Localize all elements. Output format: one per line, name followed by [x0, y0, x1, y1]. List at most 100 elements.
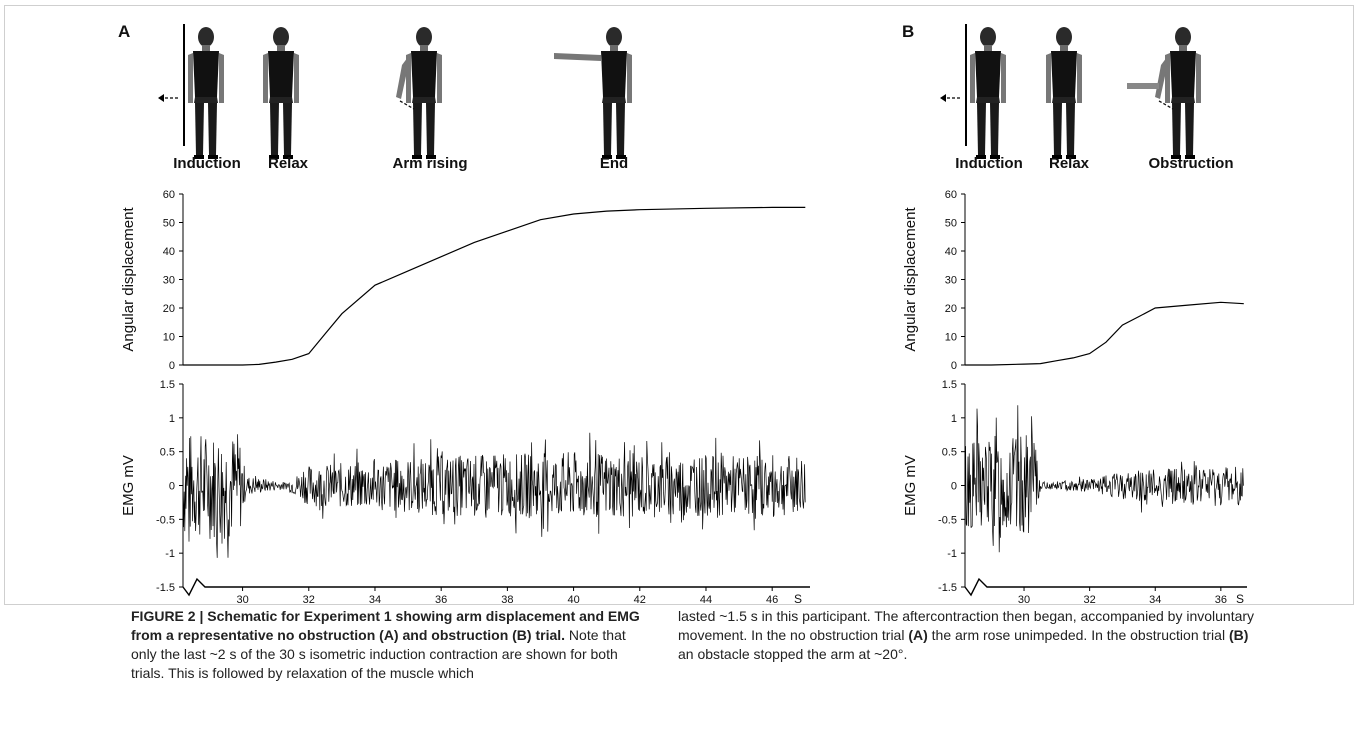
panel-b-x-tick-label-2: 34 — [1149, 594, 1161, 606]
panel-a-figure-4 — [554, 27, 632, 159]
panel-a-figure-2-left-arm — [263, 53, 268, 103]
panel-b-x-unit-label: S — [1236, 592, 1244, 606]
panel-a-x-tick-label-2: 34 — [369, 594, 381, 606]
panel-a-figure-3-motion-arrow — [399, 100, 415, 110]
panel-b-angle-trace — [965, 301, 1244, 366]
panel-b-figure-3 — [1155, 27, 1201, 159]
panel-a-emg-tick-label-6: 1.5 — [160, 379, 175, 391]
panel-a-x-tick-label-1: 32 — [303, 594, 315, 606]
panel-a-emg-tick-label-3: 0 — [169, 481, 175, 493]
panel-a-figure-3-lifting-arm — [396, 53, 411, 99]
panel-a-angle-tick-label-4: 40 — [163, 246, 175, 258]
panel-a-pull-arrowhead — [158, 94, 164, 102]
caption-text-right-2: the arm rose unimpeded. In the obstructi… — [927, 627, 1229, 643]
panel-b-angle-axis-label: Angular displacement — [902, 207, 919, 352]
panel-a-figure-1 — [188, 27, 224, 159]
panel-a-figure-1-body — [193, 27, 219, 159]
panel-b-angle-tick-label-3: 30 — [945, 275, 957, 287]
panel-b-figure-2 — [1046, 27, 1082, 159]
figure-caption-left: FIGURE 2 | Schematic for Experiment 1 sh… — [131, 607, 641, 683]
panel-a-figure-3-body — [411, 27, 437, 159]
panel-b-emg-tick-label-6: 1.5 — [942, 379, 957, 391]
panel-b-figure-1-left-arm — [970, 53, 975, 103]
panel-a-angle-axis-label: Angular displacement — [120, 207, 137, 352]
panel-a-angle-tick-label-3: 30 — [163, 275, 175, 287]
panel-a-figure-2 — [263, 27, 299, 159]
panel-b-figure-1 — [970, 27, 1006, 159]
panel-a-emg-axis-label: EMG mV — [120, 455, 137, 516]
panel-b-panel-letter: B — [902, 22, 914, 41]
panel-a-x-tick-label-5: 40 — [567, 594, 579, 606]
panel-b-angle-tick-label-5: 50 — [945, 218, 957, 230]
panel-b-figure-2-left-arm — [1046, 53, 1051, 103]
panel-b-figure-label-1: Induction — [955, 155, 1023, 172]
panel-b-emg-tick-label-0: -1.5 — [938, 582, 957, 594]
panel-a-figure-3-right-arm — [437, 53, 442, 103]
panel-b-angle-tick-label-1: 10 — [945, 332, 957, 344]
panel-b-emg-tick-label-3: 0 — [951, 481, 957, 493]
panel-b-x-tick-label-3: 36 — [1215, 594, 1227, 606]
panel-b-x-tick-label-1: 32 — [1084, 594, 1096, 606]
panel-a-emg-tick-label-2: -0.5 — [156, 514, 175, 526]
panel-b-emg-tick-label-2: -0.5 — [938, 514, 957, 526]
panel-a-figure-3 — [396, 27, 442, 159]
panel-b-figure-2-body — [1051, 27, 1077, 159]
panel-b-angle-tick-label-2: 20 — [945, 303, 957, 315]
caption-text-right-1: lasted ~1.5 s in this participant. The a… — [678, 608, 1255, 643]
panel-a-figure-label-3: Arm rising — [392, 155, 467, 172]
figure-caption-right: lasted ~1.5 s in this participant. The a… — [678, 607, 1258, 664]
panel-b-emg-axis-label: EMG mV — [902, 455, 919, 516]
panel-b-figure-label-3: Obstruction — [1149, 155, 1234, 172]
panel-b-angle-tick-label-0: 0 — [951, 360, 957, 372]
panel-a-figure-4-raised-arm — [554, 53, 601, 61]
panel-b-pull-arrowhead — [940, 94, 946, 102]
panel-b-emg-tick-label-1: -1 — [947, 548, 957, 560]
panel-a-figure-label-2: Relax — [268, 155, 309, 172]
panel-b-angle-tick-label-6: 60 — [945, 189, 957, 201]
panel-a-x-tick-label-4: 38 — [501, 594, 513, 606]
panel-b-x-tick-label-0: 30 — [1018, 594, 1030, 606]
panel-b-emg-trace — [964, 405, 1244, 553]
panel-b-figure-3-body — [1170, 27, 1196, 159]
panel-a-figure-label-4: End — [600, 155, 628, 172]
panel-a-figure-1-left-arm — [188, 53, 193, 103]
panel-a-x-tick-label-7: 44 — [700, 594, 712, 606]
panel-b-figure-3-motion-arrow — [1158, 100, 1174, 110]
panel-a-figure-2-body — [268, 27, 294, 159]
panel-a-x-tick-label-8: 46 — [766, 594, 778, 606]
panel-a-angle-tick-label-2: 20 — [163, 303, 175, 315]
caption-text-left: Note that only the last ~2 s of the 30 s… — [131, 627, 626, 681]
panel-a-x-tick-label-6: 42 — [634, 594, 646, 606]
caption-text-right-3: an obstacle stopped the arm at ~20°. — [678, 646, 908, 662]
panel-b-figure-1-body — [975, 27, 1001, 159]
panel-a-emg-tick-label-4: 0.5 — [160, 447, 175, 459]
panel-a-emg-tick-label-0: -1.5 — [156, 582, 175, 594]
caption-ref-b: (B) — [1228, 627, 1249, 643]
panel-a-figure-2-right-arm — [294, 53, 299, 103]
panel-a-emg-trace — [182, 432, 806, 558]
panel-a-x-tick-label-3: 36 — [435, 594, 447, 606]
figure-frame — [4, 5, 1354, 605]
panel-a-figure-1-right-arm — [219, 53, 224, 103]
panel-a-angle-tick-label-1: 10 — [163, 332, 175, 344]
panel-a-x-axis — [182, 577, 810, 597]
panel-b-figure-1-right-arm — [1001, 53, 1006, 103]
panel-b-obstacle-bar — [1127, 83, 1159, 89]
caption-ref-a: (A) — [908, 627, 928, 643]
panel-b-figure-label-2: Relax — [1049, 155, 1090, 172]
panel-a-figure-4-body — [601, 27, 627, 159]
panel-b-figure-3-right-arm — [1196, 53, 1201, 103]
panel-b-emg-tick-label-4: 0.5 — [942, 447, 957, 459]
panel-a-angle-trace — [183, 206, 806, 366]
caption-title: FIGURE 2 | Schematic for Experiment 1 sh… — [131, 608, 640, 643]
panel-b-emg-tick-label-5: 1 — [951, 413, 957, 425]
panel-a-x-unit-label: S — [794, 592, 802, 606]
panel-b-angle-tick-label-4: 40 — [945, 246, 957, 258]
panel-a-emg-tick-label-5: 1 — [169, 413, 175, 425]
panel-a-angle-tick-label-5: 50 — [163, 218, 175, 230]
panel-b-x-axis — [964, 577, 1247, 597]
panel-b-figure-2-right-arm — [1077, 53, 1082, 103]
panel-a-angle-tick-label-0: 0 — [169, 360, 175, 372]
panel-a-figure-4-right-arm — [627, 53, 632, 103]
